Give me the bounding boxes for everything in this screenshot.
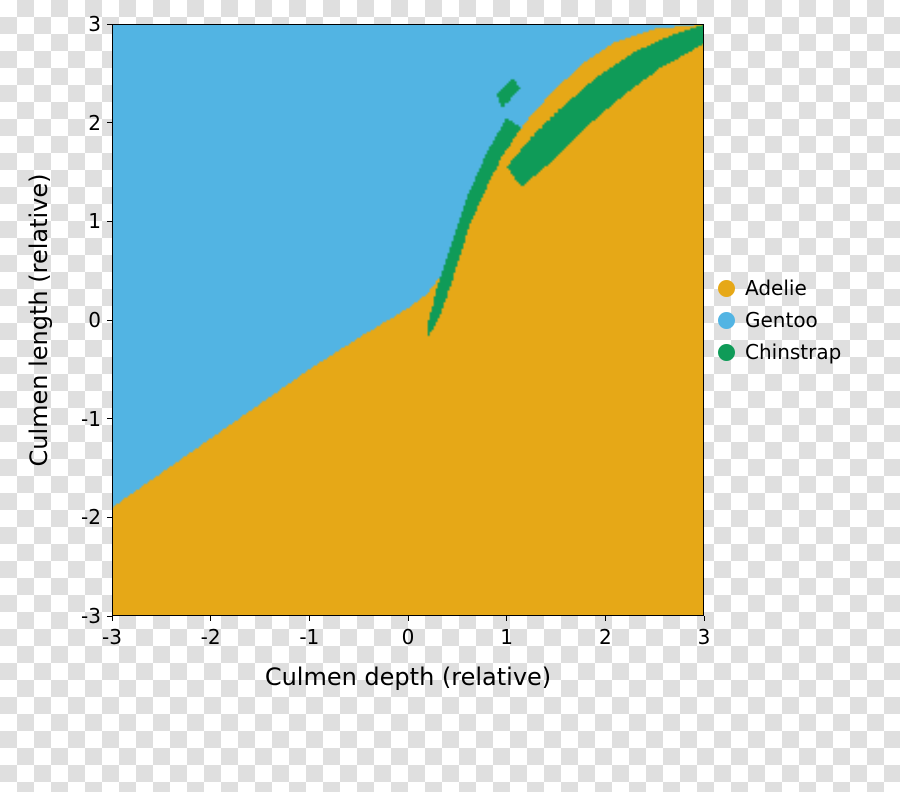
- y-tick-label: -3: [51, 604, 101, 628]
- y-tick-label: 3: [51, 12, 101, 36]
- x-tick-mark: [210, 616, 211, 621]
- y-tick-label: 0: [51, 308, 101, 332]
- y-tick-mark: [107, 616, 112, 617]
- x-axis-label: Culmen depth (relative): [112, 663, 704, 691]
- legend: Adelie Gentoo Chinstrap: [718, 276, 841, 372]
- x-tick-mark: [704, 616, 705, 621]
- x-tick-mark: [309, 616, 310, 621]
- y-tick-mark: [107, 122, 112, 123]
- legend-item: Gentoo: [718, 308, 841, 332]
- x-tick-label: 2: [575, 625, 635, 649]
- x-tick-label: 1: [477, 625, 537, 649]
- x-tick-label: 0: [378, 625, 438, 649]
- y-tick-label: -1: [51, 407, 101, 431]
- figure: -3 -2 -1 0 1 2 3 -3 -2 -1 0 1 2 3 Culmen depth (rela…: [0, 0, 900, 792]
- y-axis-label: Culmen length (relative): [25, 24, 53, 616]
- x-tick-mark: [408, 616, 409, 621]
- y-tick-mark: [107, 418, 112, 419]
- x-tick-label: -3: [82, 625, 142, 649]
- x-tick-mark: [112, 616, 113, 621]
- y-tick-mark: [107, 24, 112, 25]
- legend-label: Gentoo: [745, 308, 818, 332]
- x-tick-mark: [605, 616, 606, 621]
- decision-boundary-canvas: [112, 24, 704, 616]
- x-tick-label: 3: [674, 625, 734, 649]
- y-tick-mark: [107, 320, 112, 321]
- legend-item: Adelie: [718, 276, 841, 300]
- x-tick-label: -1: [279, 625, 339, 649]
- legend-swatch: [718, 280, 735, 297]
- y-tick-label: -2: [51, 505, 101, 529]
- plot-area: [112, 24, 704, 616]
- x-tick-label: -2: [181, 625, 241, 649]
- legend-item: Chinstrap: [718, 340, 841, 364]
- y-tick-mark: [107, 517, 112, 518]
- x-tick-mark: [506, 616, 507, 621]
- legend-swatch: [718, 344, 735, 361]
- legend-label: Chinstrap: [745, 340, 841, 364]
- y-tick-mark: [107, 221, 112, 222]
- legend-label: Adelie: [745, 276, 807, 300]
- legend-swatch: [718, 312, 735, 329]
- y-tick-label: 1: [51, 209, 101, 233]
- y-tick-label: 2: [51, 111, 101, 135]
